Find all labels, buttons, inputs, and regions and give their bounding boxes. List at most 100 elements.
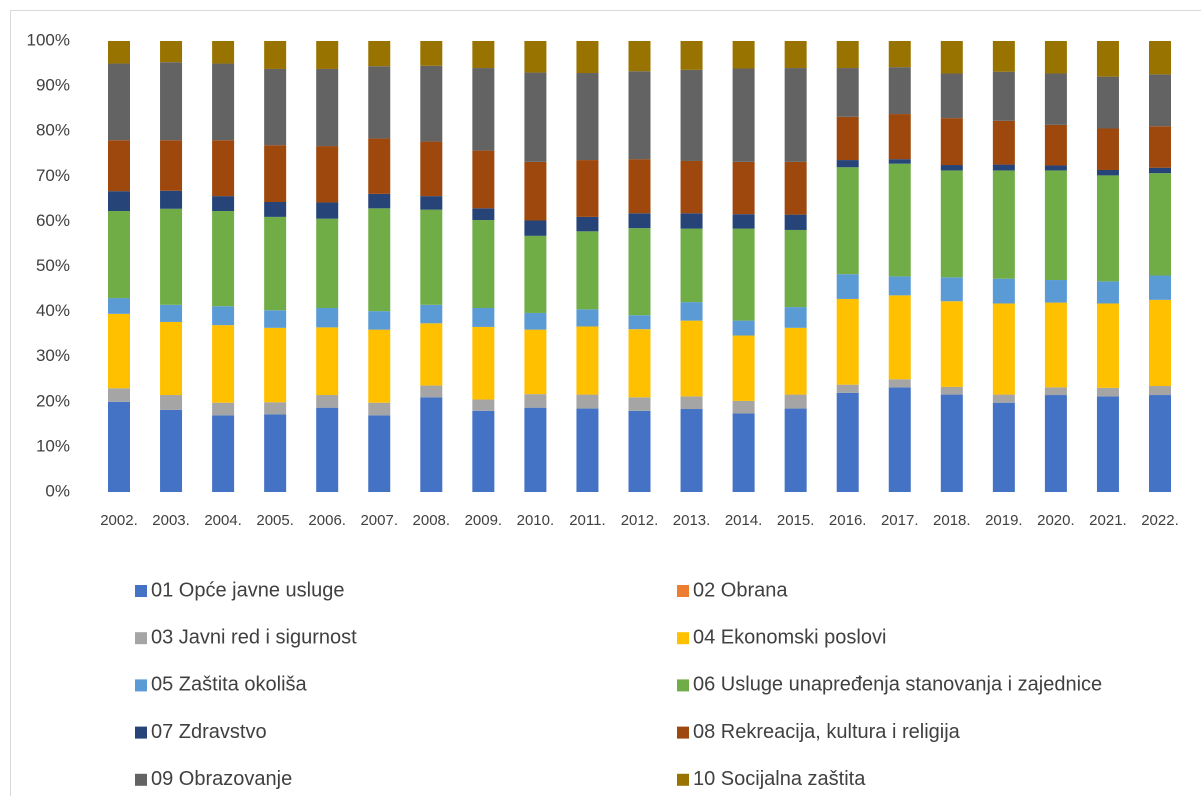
x-tick-label: 2017.: [881, 512, 919, 529]
bar-segment: [108, 401, 130, 492]
bar-segment: [1044, 395, 1067, 492]
bar-segment: [940, 301, 963, 387]
bar-segment: [1096, 128, 1119, 170]
bar-segment: [524, 72, 547, 162]
bar-segment: [836, 167, 859, 275]
x-tick-label: 2005.: [256, 512, 294, 529]
bar-segment: [108, 388, 130, 402]
bar-segment: [368, 41, 391, 67]
y-tick-label: 20%: [36, 391, 70, 410]
x-tick-label: 2016.: [829, 512, 867, 529]
x-tick-label: 2022.: [1141, 512, 1179, 529]
bar-segment: [888, 387, 911, 492]
bar-segment: [316, 202, 339, 219]
bar-segment: [1044, 387, 1067, 396]
y-tick-label: 80%: [36, 121, 70, 140]
y-tick-label: 60%: [36, 211, 70, 230]
bar-segment: [628, 159, 651, 214]
bar-segment: [524, 161, 547, 221]
bar-segment: [836, 384, 859, 393]
bar-segment: [160, 62, 183, 141]
bar-segment: [472, 399, 495, 411]
bar-segment: [628, 41, 651, 72]
bar-segment: [1149, 275, 1171, 300]
bar-segment: [784, 229, 807, 308]
bar-segment: [368, 208, 391, 312]
bar-segment: [212, 196, 235, 212]
bar-segment: [940, 73, 963, 119]
bar-segment: [628, 315, 651, 330]
bar-segment: [108, 140, 130, 192]
bar-segment: [732, 161, 755, 215]
bar-segment: [368, 138, 391, 194]
legend-label: 09 Obrazovanje: [151, 768, 292, 790]
bar-segment: [784, 68, 807, 162]
bar-segment: [212, 325, 235, 403]
bar-segment: [1044, 170, 1067, 281]
bar-segment: [784, 327, 807, 395]
bar-segment: [1149, 167, 1171, 174]
x-tick-label: 2002.: [100, 512, 138, 529]
x-tick-label: 2006.: [308, 512, 346, 529]
bar-segment: [628, 410, 651, 492]
bar-segment: [472, 68, 495, 151]
bar-segment: [784, 394, 807, 409]
bar-segment: [524, 41, 547, 73]
y-tick-label: 90%: [36, 76, 70, 95]
bar-segment: [524, 235, 547, 313]
bar-segment: [420, 196, 443, 210]
bar-segment: [784, 161, 807, 215]
x-tick-label: 2013.: [673, 512, 711, 529]
bar-segment: [732, 228, 755, 321]
x-tick-label: 2015.: [777, 512, 815, 529]
bar-segment: [992, 41, 1015, 72]
x-tick-label: 2011.: [569, 512, 605, 529]
bar-segment: [1149, 173, 1171, 276]
bar-segment: [992, 170, 1015, 279]
x-tick-label: 2012.: [621, 512, 659, 529]
bar-segment: [160, 208, 183, 305]
bar-segment: [524, 329, 547, 395]
bar-segment: [576, 41, 599, 74]
x-tick-label: 2014.: [725, 512, 763, 529]
bar-segment: [264, 68, 287, 146]
legend-label: 03 Javni red i sigurnost: [151, 626, 357, 648]
bar-segment: [264, 216, 287, 311]
bar-segment: [368, 329, 391, 403]
bar-segment: [1149, 299, 1171, 387]
bar-segment: [680, 41, 703, 70]
bar-segment: [992, 71, 1015, 121]
x-tick-label: 2020.: [1037, 512, 1075, 529]
bar-segment: [680, 320, 703, 397]
bar-segment: [524, 394, 547, 408]
bar-segment: [472, 41, 495, 69]
legend-label: 04 Ekonomski poslovi: [693, 626, 886, 648]
bar-segment: [992, 402, 1015, 492]
bar-segment: [160, 41, 183, 63]
bar-segment: [680, 69, 703, 161]
bar-segment: [420, 304, 443, 324]
bar-segment: [680, 160, 703, 214]
bar-segment: [160, 304, 183, 322]
bar-segment: [940, 277, 963, 302]
bar-segment: [576, 231, 599, 310]
bar-segment: [732, 413, 755, 492]
bar-segment: [472, 326, 495, 400]
bar-segment: [316, 218, 339, 308]
bar-segment: [1149, 386, 1171, 396]
bar-segment: [576, 160, 599, 217]
bar-segment: [420, 323, 443, 386]
bar-segment: [212, 63, 235, 141]
bar-segment: [628, 329, 651, 398]
bar-segment: [264, 414, 287, 492]
bar-segment: [264, 402, 287, 415]
x-tick-label: 2021.: [1089, 512, 1127, 529]
bar-segment: [888, 295, 911, 380]
bar-segment: [680, 396, 703, 410]
legend-swatch: [677, 773, 689, 786]
bar-segment: [108, 313, 130, 389]
bar-segment: [212, 402, 235, 416]
bar-segment: [108, 63, 130, 141]
bar-segment: [940, 165, 963, 171]
